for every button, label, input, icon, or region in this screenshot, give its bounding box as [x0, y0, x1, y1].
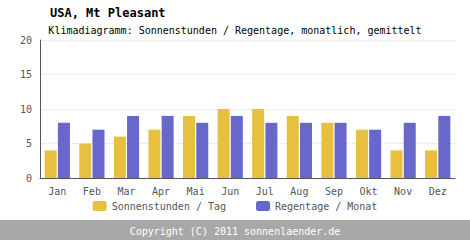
svg-text:Klimadiagramm: Sonnenstunden /: Klimadiagramm: Sonnenstunden / Regentage…	[48, 25, 421, 36]
svg-text:20: 20	[20, 35, 32, 46]
svg-text:Sep: Sep	[325, 186, 343, 197]
svg-text:5: 5	[26, 138, 32, 149]
svg-text:15: 15	[20, 69, 32, 80]
svg-text:Jul: Jul	[256, 186, 274, 197]
svg-text:10: 10	[20, 104, 32, 115]
svg-text:USA, Mt Pleasant: USA, Mt Pleasant	[50, 6, 166, 20]
svg-text:Copyright (C) 2011 sonnenlaend: Copyright (C) 2011 sonnenlaender.de	[130, 226, 341, 237]
svg-text:Nov: Nov	[394, 186, 412, 197]
svg-text:Dez: Dez	[429, 186, 447, 197]
svg-text:Apr: Apr	[152, 186, 170, 197]
svg-text:Okt: Okt	[360, 186, 378, 197]
svg-text:Mar: Mar	[117, 186, 135, 197]
svg-text:Jan: Jan	[48, 186, 66, 197]
svg-text:Feb: Feb	[83, 186, 101, 197]
svg-text:Regentage / Monat: Regentage / Monat	[275, 201, 377, 212]
svg-text:Aug: Aug	[290, 186, 308, 197]
svg-text:Mai: Mai	[187, 186, 205, 197]
svg-text:0: 0	[26, 173, 32, 184]
svg-text:Jun: Jun	[221, 186, 239, 197]
svg-text:Sonnenstunden / Tag: Sonnenstunden / Tag	[112, 201, 226, 212]
